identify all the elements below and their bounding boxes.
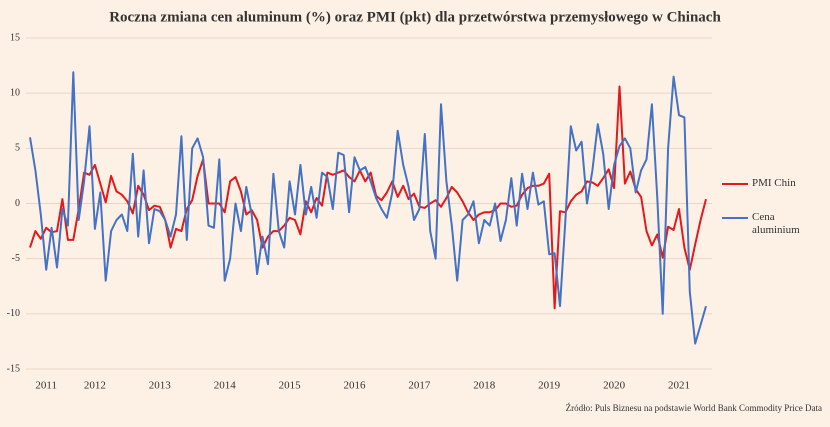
legend-item: PMI Chin — [752, 177, 796, 189]
legend-label: PMI Chin — [752, 177, 796, 189]
y-tick-label: 10 — [10, 87, 20, 98]
y-tick-label: 0 — [15, 198, 20, 209]
source: Źródło: Puls Biznesu na podstawie World … — [566, 403, 822, 413]
legend-label: Cena aluminium — [752, 211, 800, 236]
x-tick-label: 2021 — [668, 380, 690, 392]
chart-title: Roczna zmiana cen aluminum (%) oraz PMI … — [109, 9, 721, 25]
x-tick-label: 2016 — [343, 380, 366, 392]
series-line — [29, 71, 707, 345]
x-tick-label: 2019 — [538, 380, 561, 392]
x-tick-label: 2020 — [603, 380, 626, 392]
x-tick-label: 2011 — [35, 380, 57, 392]
x-tick-label: 2013 — [149, 380, 172, 392]
x-tick-label: 2012 — [84, 380, 106, 392]
x-tick-label: 2017 — [408, 380, 431, 392]
x-tick-label: 2014 — [214, 380, 237, 392]
x-tick-label: 2015 — [279, 380, 302, 392]
x-tick-label: 2018 — [473, 380, 496, 392]
y-tick-label: -5 — [12, 253, 20, 264]
legend-item: Cena aluminium — [752, 211, 800, 236]
y-tick-label: -10 — [7, 308, 20, 319]
y-tick-label: 5 — [15, 143, 20, 154]
y-tick-label: -15 — [7, 363, 20, 374]
y-tick-label: 15 — [10, 32, 20, 43]
